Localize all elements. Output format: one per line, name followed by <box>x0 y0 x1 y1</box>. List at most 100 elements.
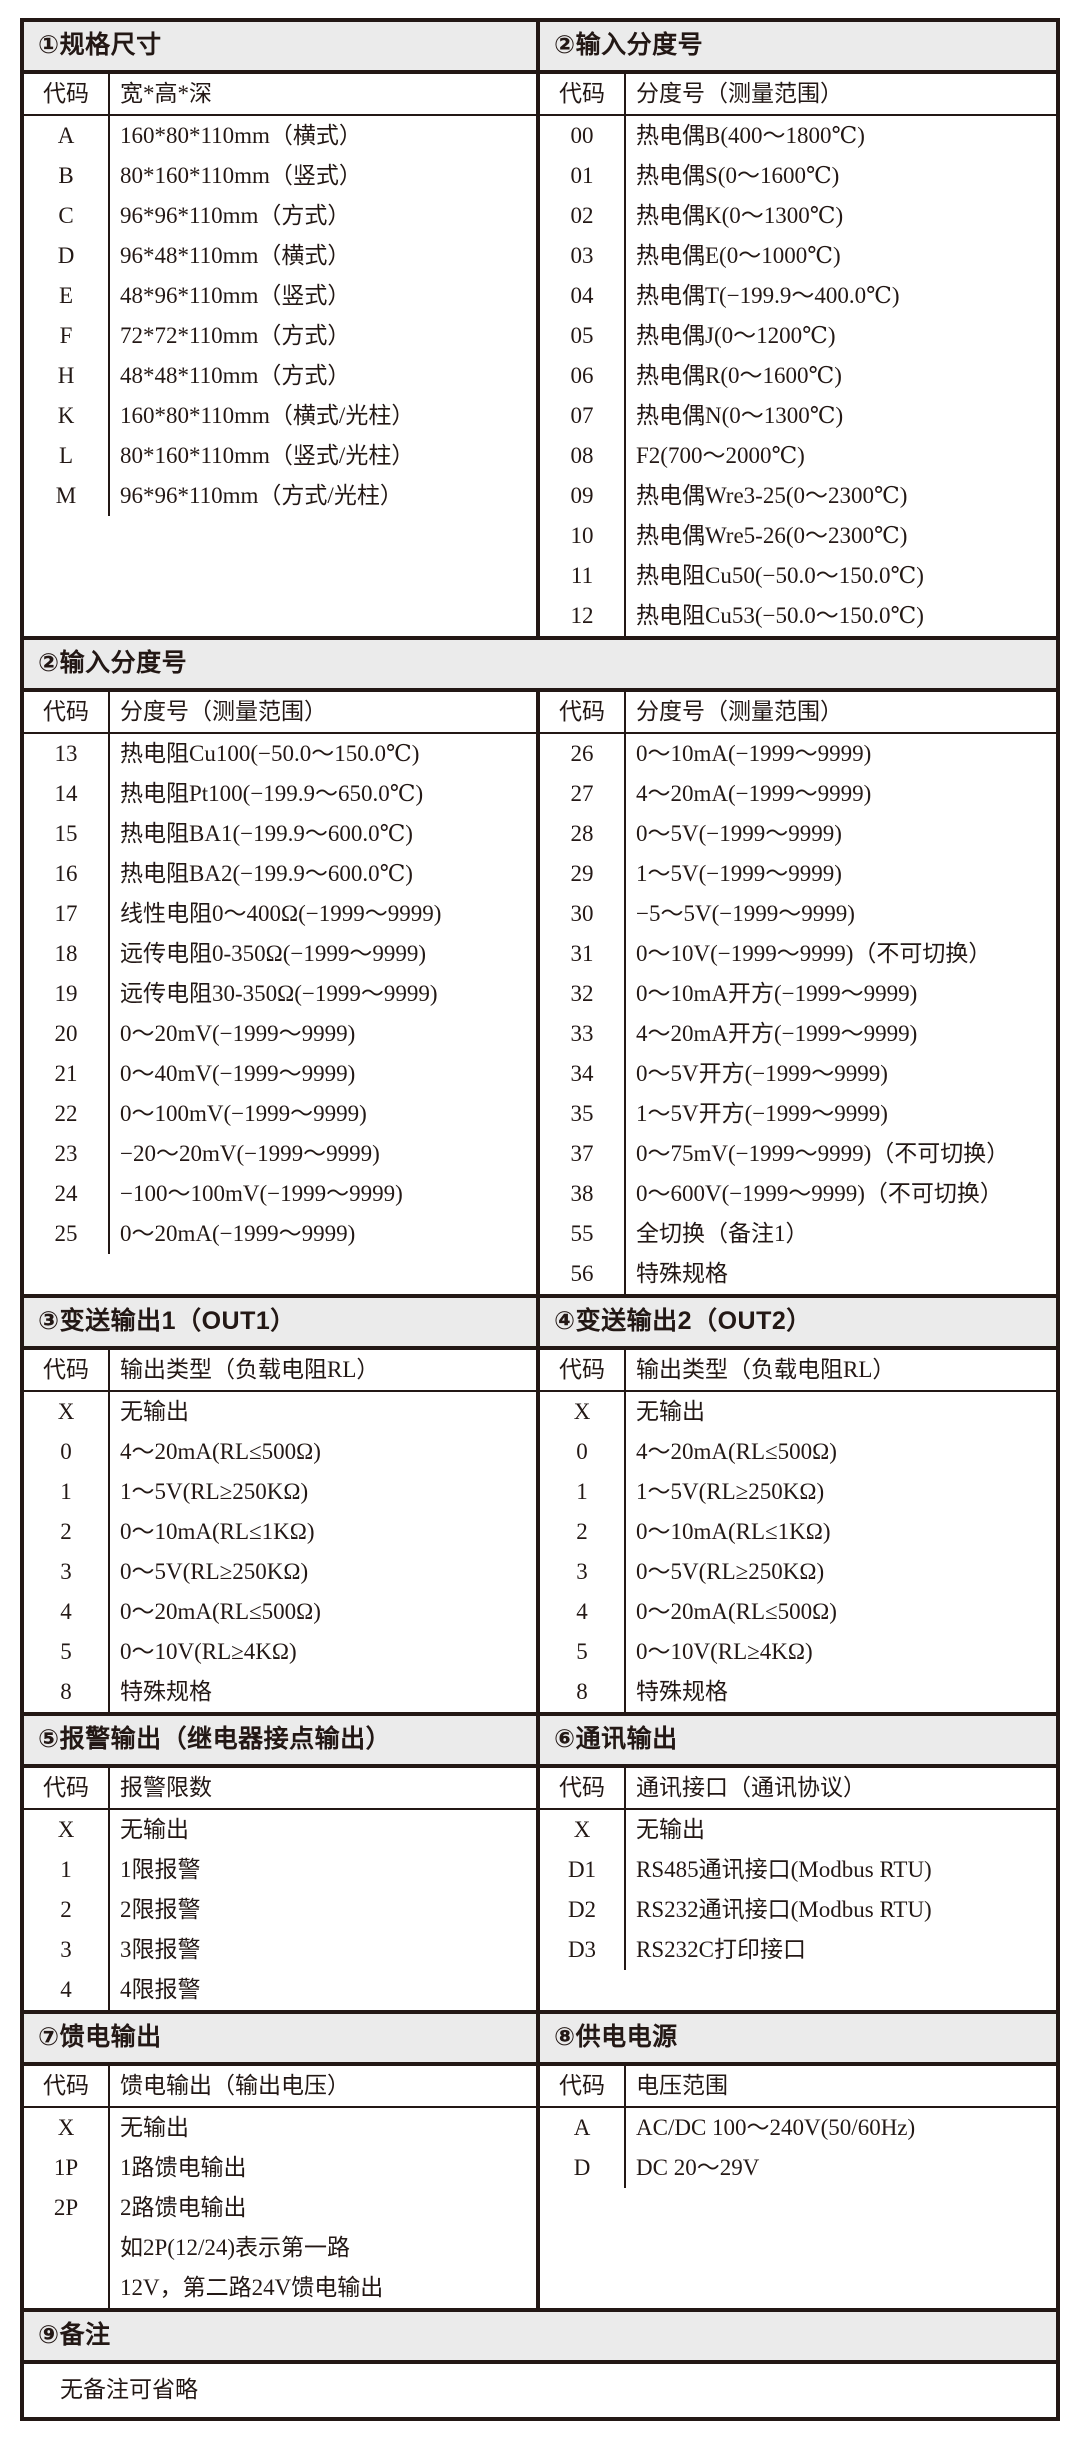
cell-code: F <box>24 316 110 356</box>
cell-desc: 0～10mA(RL≤1KΩ) <box>120 1519 315 1544</box>
cell-desc: 96*48*110mm（横式） <box>120 243 351 268</box>
table-header-spec-size: 代码 宽*高*深 <box>24 74 536 116</box>
cell-desc: F2(700～2000℃) <box>636 443 805 468</box>
section-title-transmit-output-2: ④变送输出2（OUT2） <box>540 1298 1056 1350</box>
cell-code: B <box>24 156 110 196</box>
cell-desc: 热电偶T(−199.9～400.0℃) <box>636 283 900 308</box>
cell-code: 25 <box>24 1214 110 1254</box>
header-desc: 宽*高*深 <box>120 81 212 106</box>
header-code: 代码 <box>24 1350 110 1390</box>
cell-code: 21 <box>24 1054 110 1094</box>
cell-code: A <box>24 116 110 156</box>
section-title-input-code: ②输入分度号 <box>540 22 1056 74</box>
cell-code: 06 <box>540 356 626 396</box>
block-transmit-outputs: ③变送输出1（OUT1） 代码 输出类型（负载电阻RL） X 无输出 0 4～20m… <box>20 1294 1060 1716</box>
table-row: X 无输出 <box>540 1392 1056 1432</box>
cell-desc: 4限报警 <box>120 1977 201 2002</box>
block-remarks: ⑨备注 无备注可省略 <box>20 2308 1060 2421</box>
cell-desc: 48*48*110mm（方式） <box>120 363 351 388</box>
cell-desc: 0～600V(−1999～9999)（不可切换） <box>636 1181 1003 1206</box>
cell-code: 10 <box>540 516 626 556</box>
cell-desc: 无输出 <box>120 1817 189 1842</box>
cell-code: 09 <box>540 476 626 516</box>
cell-desc: 远传电阻30-350Ω(−1999～9999) <box>120 981 438 1006</box>
cell-desc: 0～10V(RL≥4KΩ) <box>120 1639 297 1664</box>
table-row-continuation: 如2P(12/24)表示第一路 <box>24 2228 536 2268</box>
table-row: 20 0～20mV(−1999～9999) <box>24 1014 536 1054</box>
section-title-alarm-output: ⑤报警输出（继电器接点输出） <box>24 1716 536 1768</box>
table-row: C 96*96*110mm（方式） <box>24 196 536 236</box>
table-row: 0 4～20mA(RL≤500Ω) <box>24 1432 536 1472</box>
table-row: 3 0～5V(RL≥250KΩ) <box>540 1552 1056 1592</box>
cell-desc: 热电阻Cu50(−50.0～150.0℃) <box>636 563 924 588</box>
cell-desc: 热电阻BA1(−199.9～600.0℃) <box>120 821 413 846</box>
cell-code: 3 <box>24 1552 110 1592</box>
cell-desc: 特殊规格 <box>636 1261 728 1286</box>
cell-code: D <box>540 2148 626 2188</box>
cell-desc: 12V，第二路24V馈电输出 <box>120 2275 384 2300</box>
cell-desc: 热电偶B(400～1800℃) <box>636 123 865 148</box>
cell-code: 24 <box>24 1174 110 1214</box>
header-desc: 馈电输出（输出电压） <box>120 2073 350 2098</box>
block-input-code-continued: ②输入分度号 代码 分度号（测量范围） 13 热电阻Cu100(−50.0～150… <box>20 636 1060 1298</box>
cell-desc: 无输出 <box>636 1817 705 1842</box>
cell-code: 3 <box>540 1552 626 1592</box>
cell-code: 28 <box>540 814 626 854</box>
table-body-power: A AC/DC 100～240V(50/60Hz) D DC 20～29V <box>540 2108 1056 2308</box>
section-title-power-supply: ⑧供电电源 <box>540 2014 1056 2066</box>
cell-code: 1P <box>24 2148 110 2188</box>
cell-code: L <box>24 436 110 476</box>
cell-desc: 热电偶S(0～1600℃) <box>636 163 840 188</box>
table-row: 29 1～5V(−1999～9999) <box>540 854 1056 894</box>
header-code: 代码 <box>540 2066 626 2106</box>
cell-code: 2 <box>24 1890 110 1930</box>
header-desc: 报警限数 <box>120 1775 212 1800</box>
cell-code: 00 <box>540 116 626 156</box>
block-feed-and-power: ⑦馈电输出 代码 馈电输出（输出电压） X 无输出 1P 1路馈电输出 2P 2路馈电… <box>20 2010 1060 2312</box>
table-row: 03 热电偶E(0～1000℃) <box>540 236 1056 276</box>
cell-code: X <box>24 2108 110 2148</box>
cell-desc: RS485通讯接口(Modbus RTU) <box>636 1857 932 1882</box>
cell-code: 1 <box>24 1850 110 1890</box>
header-desc: 输出类型（负载电阻RL） <box>120 1357 380 1382</box>
table-row: A 160*80*110mm（横式） <box>24 116 536 156</box>
table-row-continuation: 12V，第二路24V馈电输出 <box>24 2268 536 2308</box>
cell-code: 22 <box>24 1094 110 1134</box>
table-row: 00 热电偶B(400～1800℃) <box>540 116 1056 156</box>
cell-code: 02 <box>540 196 626 236</box>
cell-desc: 1～5V(RL≥250KΩ) <box>636 1479 825 1504</box>
cell-code: 08 <box>540 436 626 476</box>
input-code-right-column: 代码 分度号（测量范围） 26 0～10mA(−1999～9999) 27 4～20… <box>540 692 1056 1294</box>
table-row: 32 0～10mA开方(−1999～9999) <box>540 974 1056 1014</box>
header-code: 代码 <box>540 1350 626 1390</box>
cell-desc: AC/DC 100～240V(50/60Hz) <box>636 2115 916 2140</box>
cell-desc: 0～5V(−1999～9999) <box>636 821 842 846</box>
cell-desc: 1限报警 <box>120 1857 201 1882</box>
header-desc: 分度号（测量范围） <box>636 81 843 106</box>
table-header-alarm: 代码 报警限数 <box>24 1768 536 1810</box>
cell-code: 19 <box>24 974 110 1014</box>
section-power-supply: ⑧供电电源 代码 电压范围 A AC/DC 100～240V(50/60Hz) D… <box>540 2014 1056 2308</box>
cell-desc: 如2P(12/24)表示第一路 <box>120 2235 350 2260</box>
cell-code: 33 <box>540 1014 626 1054</box>
cell-code <box>24 2228 110 2268</box>
cell-code: 23 <box>24 1134 110 1174</box>
section-spec-size: ①规格尺寸 代码 宽*高*深 A 160*80*110mm（横式） B 80*160… <box>24 22 540 636</box>
table-row: 2 2限报警 <box>24 1890 536 1930</box>
table-row: 02 热电偶K(0～1300℃) <box>540 196 1056 236</box>
cell-desc: 0～10V(−1999～9999)（不可切换） <box>636 941 992 966</box>
cell-code: X <box>540 1392 626 1432</box>
section-title-transmit-output-1: ③变送输出1（OUT1） <box>24 1298 536 1350</box>
cell-desc: 热电偶K(0～1300℃) <box>636 203 844 228</box>
cell-desc: 4～20mA(−1999～9999) <box>636 781 872 806</box>
cell-code: 2P <box>24 2188 110 2228</box>
cell-code: 0 <box>24 1432 110 1472</box>
header-desc: 分度号（测量范围） <box>636 699 843 724</box>
table-row: 15 热电阻BA1(−199.9～600.0℃) <box>24 814 536 854</box>
table-row: H 48*48*110mm（方式） <box>24 356 536 396</box>
cell-desc: 热电偶Wre5-26(0～2300℃) <box>636 523 908 548</box>
table-row: 04 热电偶T(−199.9～400.0℃) <box>540 276 1056 316</box>
table-row: 16 热电阻BA2(−199.9～600.0℃) <box>24 854 536 894</box>
table-header-out2: 代码 输出类型（负载电阻RL） <box>540 1350 1056 1392</box>
